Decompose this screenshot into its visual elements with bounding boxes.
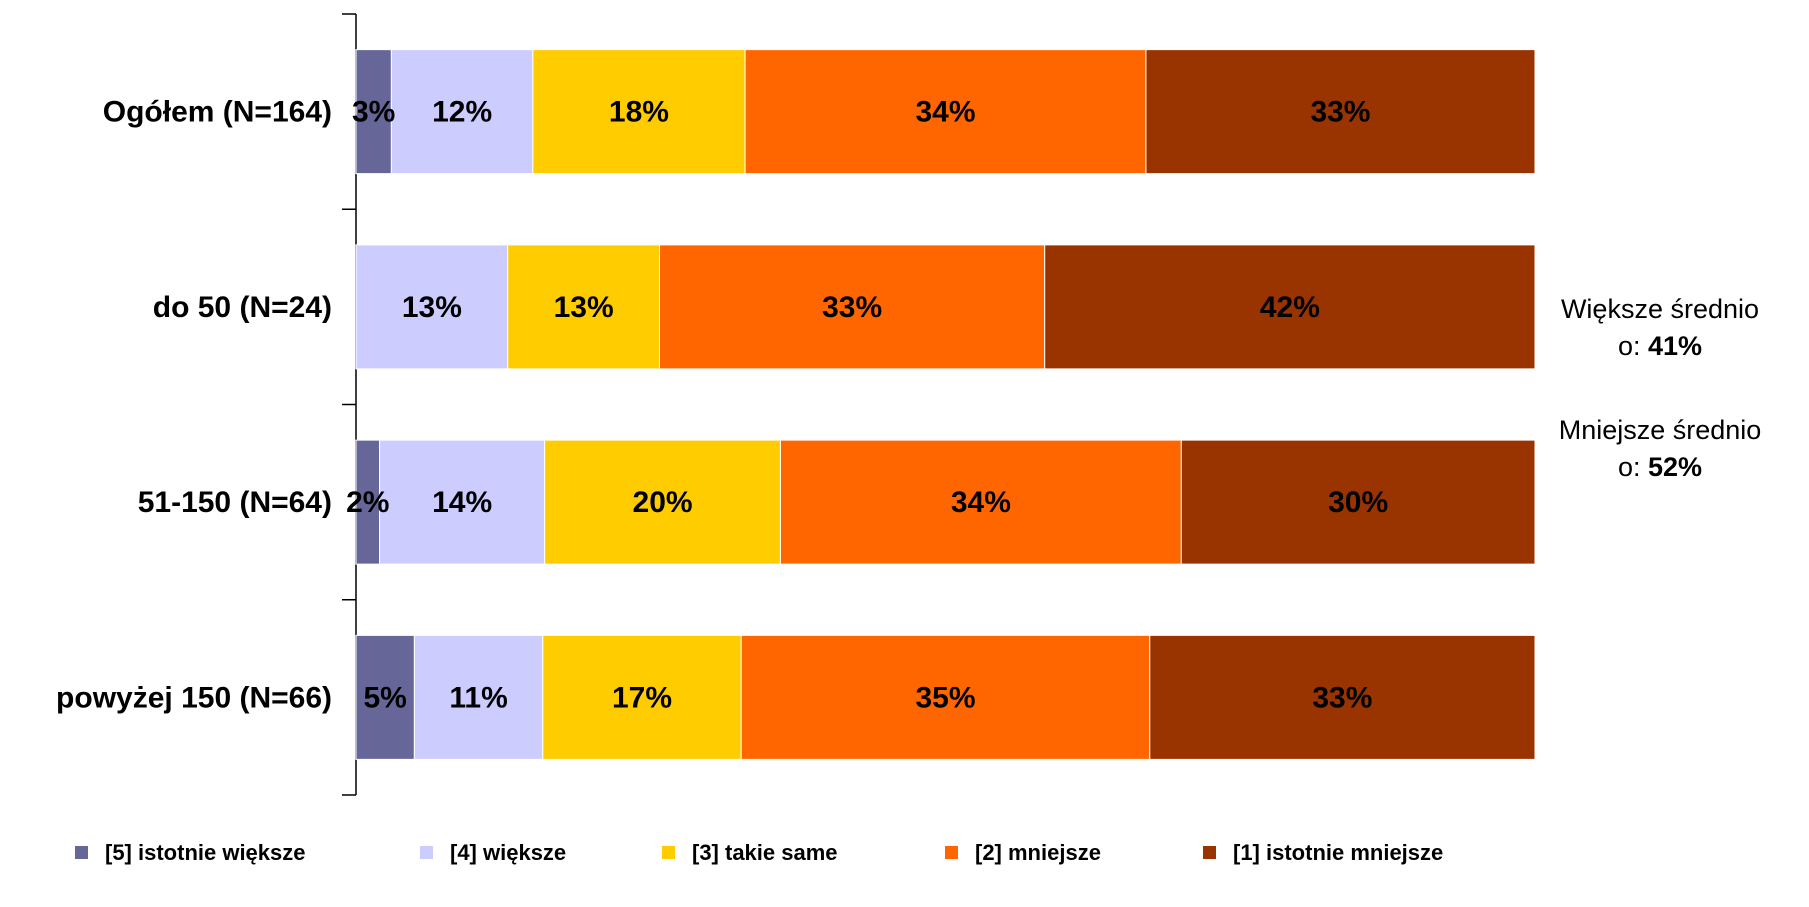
larger-average-prefix: o: [1617, 331, 1648, 361]
bar-segment [544, 439, 781, 565]
category-label: powyżej 150 (N=66) [56, 681, 332, 714]
category-label: do 50 (N=24) [153, 291, 332, 324]
value-label: 34% [915, 96, 975, 129]
bar-segment [779, 439, 1182, 565]
legend-label: [3] takie same [692, 840, 838, 865]
value-label: 2% [346, 486, 389, 519]
bar-segment [1180, 439, 1536, 565]
value-label: 17% [612, 681, 672, 714]
value-label: 18% [609, 96, 669, 129]
legend-swatch [945, 846, 958, 859]
value-label: 5% [364, 681, 407, 714]
value-label: 13% [402, 291, 462, 324]
legend-swatch [662, 846, 675, 859]
smaller-average-line2: o: 52% [1510, 449, 1809, 486]
larger-average-note: Większe średnio o: 41% [1510, 291, 1809, 365]
legend: [5] istotnie większe [4] większe [3] takie… [75, 840, 1443, 865]
legend-label: [2] mniejsze [975, 840, 1101, 865]
bar-segment [1149, 634, 1536, 760]
bar-segment [507, 244, 661, 370]
value-label: 33% [822, 291, 882, 324]
value-label: 12% [432, 96, 492, 129]
smaller-average-value: 52% [1647, 452, 1703, 482]
smaller-average-text: Mniejsze średnio [1558, 415, 1762, 445]
bar-segment [532, 49, 746, 175]
value-label: 35% [915, 681, 975, 714]
legend-label: [4] większe [450, 840, 566, 865]
bar-segment [740, 634, 1151, 760]
value-label: 33% [1312, 681, 1372, 714]
larger-average-line2: o: 41% [1510, 328, 1809, 365]
larger-average-text: Większe średnio [1560, 294, 1760, 324]
value-labels: 3% 12% 18% 34% 33% 13% 13% 33% 42% 2% 14% 20% 34% 30%… [346, 96, 1388, 715]
value-label: 33% [1310, 96, 1370, 129]
value-label: 42% [1260, 291, 1320, 324]
value-label: 13% [554, 291, 614, 324]
smaller-average-note: Mniejsze średnio o: 52% [1510, 412, 1809, 486]
bar-segment [413, 634, 544, 760]
bar-segment [744, 49, 1147, 175]
legend-swatch [1203, 846, 1216, 859]
bar-segment [1044, 244, 1536, 370]
legend-swatch [75, 846, 88, 859]
smaller-average-prefix: o: [1617, 452, 1648, 482]
bar-segment [355, 244, 509, 370]
bars [355, 49, 1536, 760]
value-label: 34% [951, 486, 1011, 519]
value-label: 3% [352, 96, 395, 129]
bar-segment [542, 634, 742, 760]
bar-segment [355, 634, 415, 760]
larger-average-value: 41% [1647, 331, 1703, 361]
category-label: Ogółem (N=164) [103, 96, 332, 129]
category-label: 51-150 (N=64) [138, 486, 332, 519]
value-label: 30% [1328, 486, 1388, 519]
value-label: 11% [449, 681, 507, 714]
value-label: 14% [432, 486, 492, 519]
category-axis [342, 13, 357, 796]
bar-segment [1145, 49, 1536, 175]
legend-label: [5] istotnie większe [105, 840, 306, 865]
bar-segment [390, 49, 534, 175]
bar-segment [379, 439, 546, 565]
value-label: 20% [633, 486, 693, 519]
legend-swatch [420, 846, 433, 859]
legend-label: [1] istotnie mniejsze [1233, 840, 1443, 865]
bar-segment [659, 244, 1046, 370]
category-labels: Ogółem (N=164) do 50 (N=24) 51-150 (N=64) p… [56, 96, 332, 715]
